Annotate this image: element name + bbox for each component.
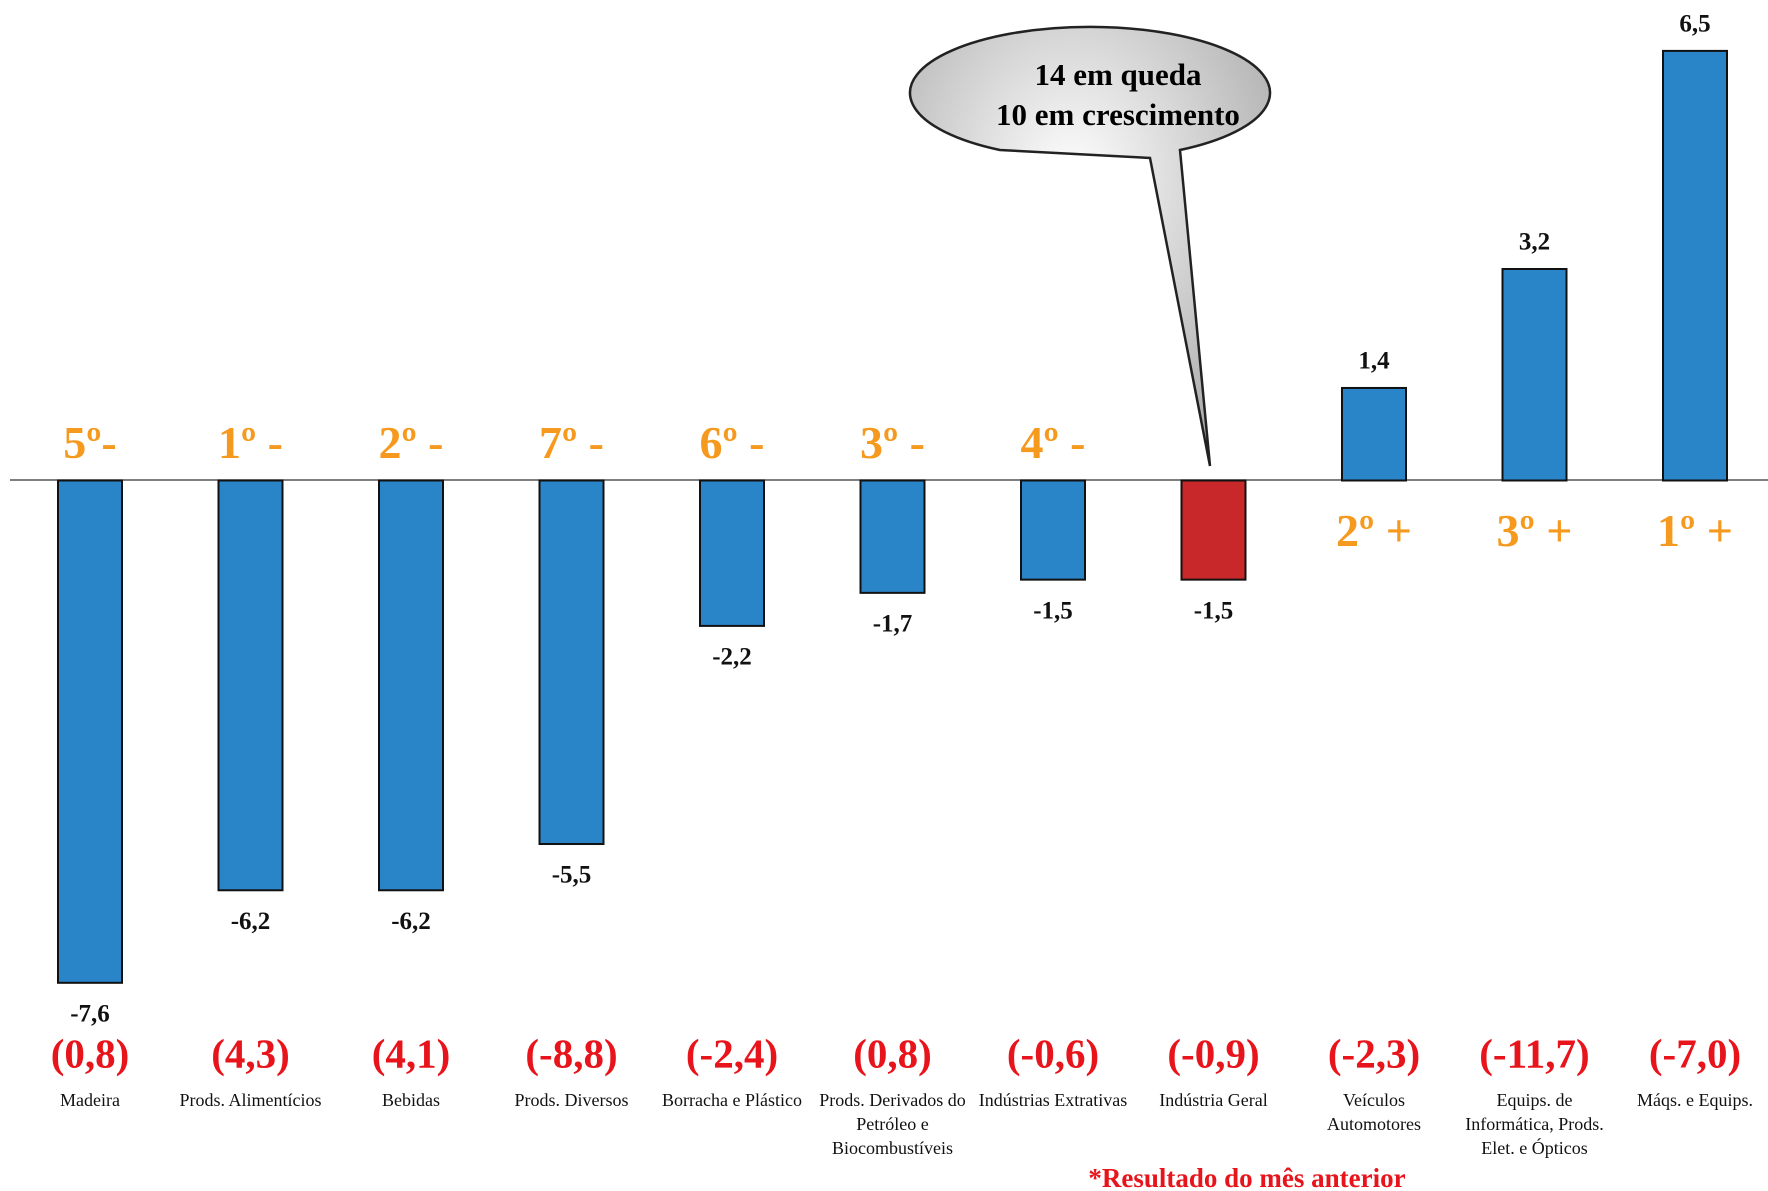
value-label: 3,2 xyxy=(1519,229,1550,256)
previous-month-label: (0,8) xyxy=(853,1030,932,1076)
value-label: -6,2 xyxy=(231,908,271,935)
x-tick-label: Madeira xyxy=(60,1090,120,1110)
bar xyxy=(538,479,605,846)
value-label: -1,7 xyxy=(873,611,913,638)
value-label: 6,5 xyxy=(1679,11,1710,38)
bar xyxy=(217,479,284,892)
previous-month-label: (-0,9) xyxy=(1167,1030,1259,1076)
previous-month-label: (-8,8) xyxy=(525,1030,617,1076)
x-tick-label: Veículos Automotores xyxy=(1327,1090,1421,1134)
value-label: -1,5 xyxy=(1033,597,1073,624)
rank-label: 2º - xyxy=(378,417,443,468)
bar xyxy=(1341,386,1407,482)
value-label: -1,5 xyxy=(1194,597,1234,624)
bar xyxy=(699,479,765,627)
bar xyxy=(57,479,123,984)
bar xyxy=(1501,267,1568,482)
value-label: -7,6 xyxy=(70,1001,110,1028)
rank-label: 6º - xyxy=(699,417,764,468)
x-tick-label: Máqs. e Equips. xyxy=(1637,1090,1753,1110)
value-label: -6,2 xyxy=(391,908,431,935)
value-label: 1,4 xyxy=(1358,348,1390,375)
callout-bubble xyxy=(908,25,1272,467)
bar xyxy=(378,479,444,892)
previous-month-label: (0,8) xyxy=(51,1030,130,1076)
bar xyxy=(1662,49,1728,482)
x-tick-label: Bebidas xyxy=(382,1090,440,1110)
rank-label: 5º- xyxy=(63,417,117,468)
rank-label: 1º - xyxy=(218,417,283,468)
x-tick-label: Prods. Alimentícios xyxy=(179,1090,322,1110)
bar xyxy=(859,479,926,594)
previous-month-label: (-2,3) xyxy=(1328,1030,1420,1076)
rank-label: 4º - xyxy=(1020,417,1085,468)
x-tick-label: Equips. de Informática, Prods. Elet. e Ó… xyxy=(1465,1090,1604,1158)
x-tick-label: Indústrias Extrativas xyxy=(978,1090,1128,1110)
rank-label: 2º + xyxy=(1336,505,1412,556)
value-label: -2,2 xyxy=(712,644,752,671)
previous-month-label: (-7,0) xyxy=(1649,1030,1741,1076)
x-tick-label: Indústria Geral xyxy=(1159,1090,1268,1110)
previous-month-label: (4,1) xyxy=(372,1030,451,1076)
x-tick-label: Prods. Diversos xyxy=(514,1090,629,1110)
footnote: *Resultado do mês anterior xyxy=(1088,1163,1405,1191)
bar xyxy=(1180,479,1247,581)
rank-label: 7º - xyxy=(539,417,604,468)
value-label: -5,5 xyxy=(552,862,592,889)
x-tick-label: Prods. Derivados do Petróleo e Biocombus… xyxy=(819,1090,966,1158)
bar xyxy=(1020,479,1086,581)
x-tick-label: Borracha e Plástico xyxy=(662,1090,802,1110)
callout-text: 14 em queda xyxy=(1034,57,1202,92)
previous-month-label: (-11,7) xyxy=(1479,1030,1589,1076)
previous-month-label: (4,3) xyxy=(211,1030,290,1076)
rank-label: 1º + xyxy=(1657,505,1733,556)
rank-label: 3º + xyxy=(1497,505,1573,556)
previous-month-label: (-2,4) xyxy=(686,1030,778,1076)
callout-text: 10 em crescimento xyxy=(996,97,1240,132)
previous-month-label: (-0,6) xyxy=(1007,1030,1099,1076)
rank-label: 3º - xyxy=(860,417,925,468)
